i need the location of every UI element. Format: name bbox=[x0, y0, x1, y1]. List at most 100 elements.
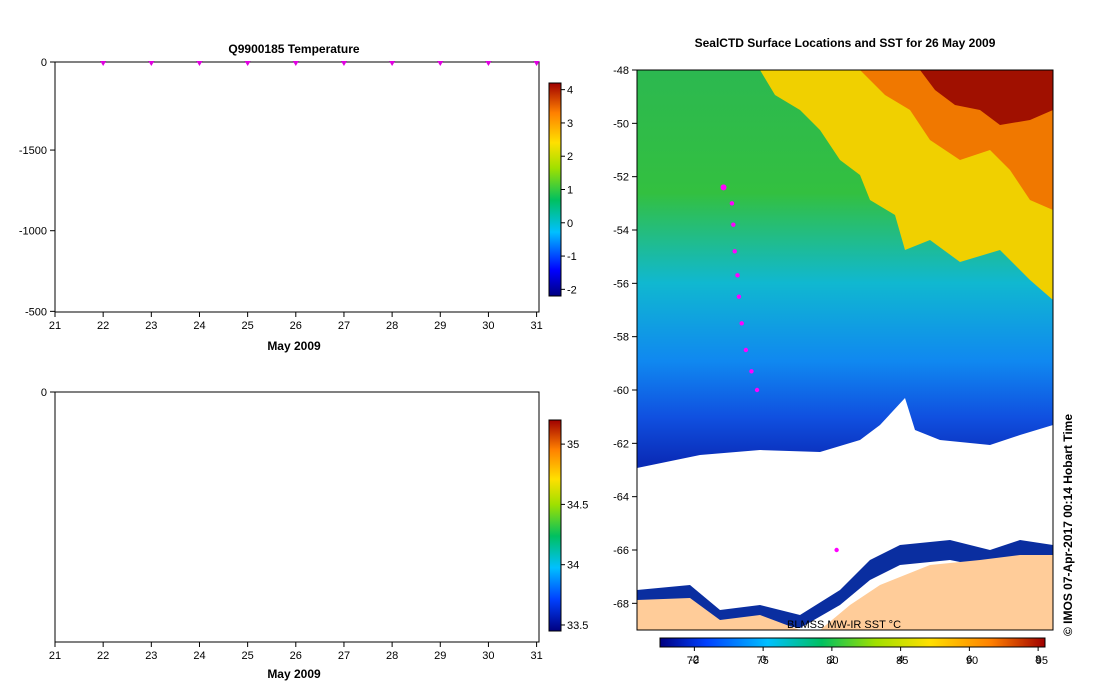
map-field bbox=[637, 70, 1053, 630]
colorbar-tick-label: -1 bbox=[567, 251, 577, 263]
profile-marker bbox=[244, 61, 251, 66]
lon-tick-label: 70 bbox=[687, 655, 699, 667]
seal-position-marker bbox=[729, 201, 735, 206]
x-tick-label: 26 bbox=[290, 650, 302, 662]
sst-colorbar-tick-label: 8 bbox=[1035, 654, 1041, 666]
seal-position-marker bbox=[735, 273, 740, 278]
longitude-ticks: 70 75 80 85 90 95 bbox=[687, 655, 1048, 667]
sst-colorbar-tick-label: 4 bbox=[898, 654, 904, 666]
lat-tick-label: -60 bbox=[613, 385, 629, 397]
sst-colorbar-ticks: -2 0 2 4 6 8 bbox=[689, 647, 1041, 666]
sst-colorbar-tick-label: 0 bbox=[760, 654, 766, 666]
lat-tick-label: -62 bbox=[613, 438, 629, 450]
temperature-x-axis-label: May 2009 bbox=[267, 339, 321, 353]
colorbar-tick-label: 34.5 bbox=[567, 499, 588, 511]
x-tick-label: 29 bbox=[434, 650, 446, 662]
colorbar-tick-label: -2 bbox=[567, 284, 577, 296]
x-tick-label: 22 bbox=[97, 320, 109, 332]
x-tick-label: 24 bbox=[193, 320, 205, 332]
temperature-colorbar-ticks: 4 3 2 1 0 -1 -2 bbox=[561, 85, 577, 296]
colorbar-tick-label: 0 bbox=[567, 218, 573, 230]
y-tick-label: 0 bbox=[41, 387, 47, 399]
seal-position-marker bbox=[754, 387, 760, 393]
x-tick-label: 30 bbox=[482, 320, 494, 332]
seal-position-marker bbox=[749, 369, 754, 374]
profile-marker bbox=[389, 61, 396, 66]
seal-track bbox=[720, 184, 839, 553]
seal-position-marker bbox=[834, 547, 839, 553]
x-tick-label: 25 bbox=[242, 320, 254, 332]
seal-position-marker bbox=[739, 321, 744, 326]
sst-colorbar-tick-label: -2 bbox=[689, 654, 699, 666]
x-tick-label: 23 bbox=[145, 320, 157, 332]
x-tick-label: 27 bbox=[338, 320, 350, 332]
salinity-colorbar bbox=[548, 419, 562, 632]
colorbar-tick-label: 35 bbox=[567, 439, 579, 451]
salinity-x-ticks: 21 22 23 24 25 26 27 28 29 30 31 bbox=[49, 642, 543, 662]
sst-colorbar-tick-label: 6 bbox=[966, 654, 972, 666]
x-tick-label: 28 bbox=[386, 650, 398, 662]
lat-tick-label: -50 bbox=[613, 118, 629, 130]
colorbar-tick-label: 4 bbox=[567, 85, 573, 97]
sst-map: SealCTD Surface Locations and SST for 26… bbox=[613, 36, 1075, 667]
sst-colorbar bbox=[659, 637, 1046, 648]
temperature-colorbar bbox=[548, 82, 562, 297]
profile-marker bbox=[437, 61, 444, 66]
y-tick-label: -1000 bbox=[19, 226, 47, 238]
colorbar-tick-label: 2 bbox=[567, 151, 573, 163]
x-tick-label: 23 bbox=[145, 650, 157, 662]
x-tick-label: 22 bbox=[97, 650, 109, 662]
y-tick-label: -500 bbox=[25, 306, 47, 318]
x-tick-label: 25 bbox=[242, 650, 254, 662]
antarctic-land bbox=[637, 555, 1053, 630]
lat-tick-label: -66 bbox=[613, 545, 629, 557]
salinity-colorbar-ticks: 35 34.5 34 33.5 bbox=[561, 439, 588, 632]
sst-colorbar-tick-label: 2 bbox=[829, 654, 835, 666]
salinity-section-plot: 21 22 23 24 25 26 27 28 29 30 31 0-500-1000-1500 M… bbox=[19, 145, 589, 681]
salinity-y-ticks: 0 -500 -1000 -1500 bbox=[19, 145, 55, 399]
x-tick-label: 21 bbox=[49, 320, 61, 332]
lon-tick-label: 85 bbox=[896, 655, 908, 667]
temperature-chart-title: Q9900185 Temperature bbox=[228, 42, 360, 56]
seal-position-marker bbox=[720, 184, 727, 191]
profile-marker bbox=[196, 61, 203, 66]
x-tick-label: 29 bbox=[434, 320, 446, 332]
sst-hottest-region bbox=[920, 70, 1053, 125]
profile-marker bbox=[340, 61, 347, 66]
profile-marker bbox=[100, 61, 107, 66]
lon-tick-label: 75 bbox=[757, 655, 769, 667]
seal-position-marker bbox=[736, 294, 742, 299]
profile-marker bbox=[485, 61, 492, 66]
y-tick-label: 0 bbox=[41, 57, 47, 69]
profile-marker bbox=[533, 61, 540, 66]
lon-tick-label: 90 bbox=[966, 655, 978, 667]
lat-tick-label: -48 bbox=[613, 65, 629, 77]
x-tick-label: 28 bbox=[386, 320, 398, 332]
lat-tick-label: -56 bbox=[613, 278, 629, 290]
seal-position-marker bbox=[732, 249, 737, 254]
x-tick-label: 21 bbox=[49, 650, 61, 662]
temperature-section-plot: Q9900185 Temperature 21 22 23 24 25 26 27 28 29 3… bbox=[41, 42, 577, 353]
seal-position-marker bbox=[743, 347, 749, 353]
seal-position-marker bbox=[731, 222, 736, 227]
lon-tick-label: 80 bbox=[826, 655, 838, 667]
lat-tick-label: -54 bbox=[613, 225, 629, 237]
sst-source-label: BLMSS MW-IR SST °C bbox=[787, 619, 901, 631]
lon-tick-label: 95 bbox=[1036, 655, 1048, 667]
temperature-plot-frame bbox=[54, 61, 540, 313]
profile-marker bbox=[292, 61, 299, 66]
x-tick-label: 31 bbox=[530, 320, 542, 332]
colorbar-tick-label: 1 bbox=[567, 185, 573, 197]
latitude-ticks: -48 -50 -52 -54 -56 -58 -60 -62 -64 -66 -68 bbox=[613, 65, 637, 610]
x-tick-label: 30 bbox=[482, 650, 494, 662]
x-tick-label: 31 bbox=[530, 650, 542, 662]
y-tick-label: -1500 bbox=[19, 145, 47, 157]
salinity-plot-frame bbox=[54, 391, 540, 643]
x-tick-label: 24 bbox=[193, 650, 205, 662]
lat-tick-label: -58 bbox=[613, 332, 629, 344]
ice-edge-band bbox=[637, 540, 1053, 628]
salinity-x-axis-label: May 2009 bbox=[267, 667, 321, 681]
profile-marker bbox=[148, 61, 155, 66]
copyright-label: © IMOS 07-Apr-2017 00:14 Hobart Time bbox=[1061, 414, 1075, 636]
